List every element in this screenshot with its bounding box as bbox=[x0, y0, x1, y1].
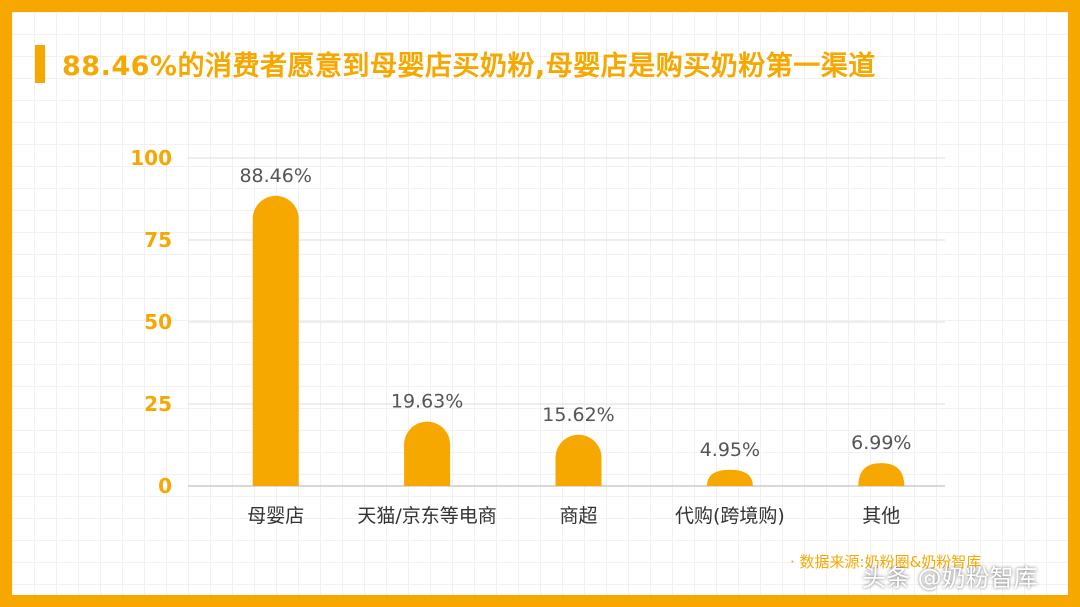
bar-value-label: 88.46% bbox=[239, 165, 311, 187]
watermark: 头条 @奶粉智库 bbox=[862, 564, 1038, 592]
y-tick-label: 50 bbox=[144, 310, 172, 334]
bar-1 bbox=[252, 195, 299, 486]
bar-5 bbox=[858, 463, 905, 486]
chart-card bbox=[12, 12, 1068, 595]
y-tick-label: 75 bbox=[144, 228, 172, 252]
bar-value-label: 4.95% bbox=[700, 439, 760, 461]
x-category-label: 商超 bbox=[559, 505, 597, 527]
bar-value-label: 19.63% bbox=[391, 391, 463, 413]
chart-title: 88.46%的消费者愿意到母婴店买奶粉,母婴店是购买奶粉第一渠道 bbox=[62, 51, 876, 82]
bar-3 bbox=[555, 434, 602, 486]
x-category-label: 天猫/京东等电商 bbox=[357, 505, 496, 527]
y-tick-label: 100 bbox=[130, 146, 172, 170]
y-tick-label: 0 bbox=[158, 474, 172, 498]
x-category-label: 代购(跨境购) bbox=[675, 505, 785, 527]
bar-2 bbox=[404, 421, 451, 486]
bar-4 bbox=[706, 469, 753, 486]
x-category-label: 母婴店 bbox=[247, 505, 304, 527]
x-category-label: 其他 bbox=[862, 505, 900, 527]
bar-value-label: 6.99% bbox=[851, 432, 911, 454]
bar-value-label: 15.62% bbox=[542, 404, 614, 426]
title-accent-bar bbox=[35, 45, 45, 83]
y-tick-label: 25 bbox=[144, 392, 172, 416]
data-source-note: · 数据来源:奶粉圈&奶粉智库 bbox=[790, 553, 982, 571]
